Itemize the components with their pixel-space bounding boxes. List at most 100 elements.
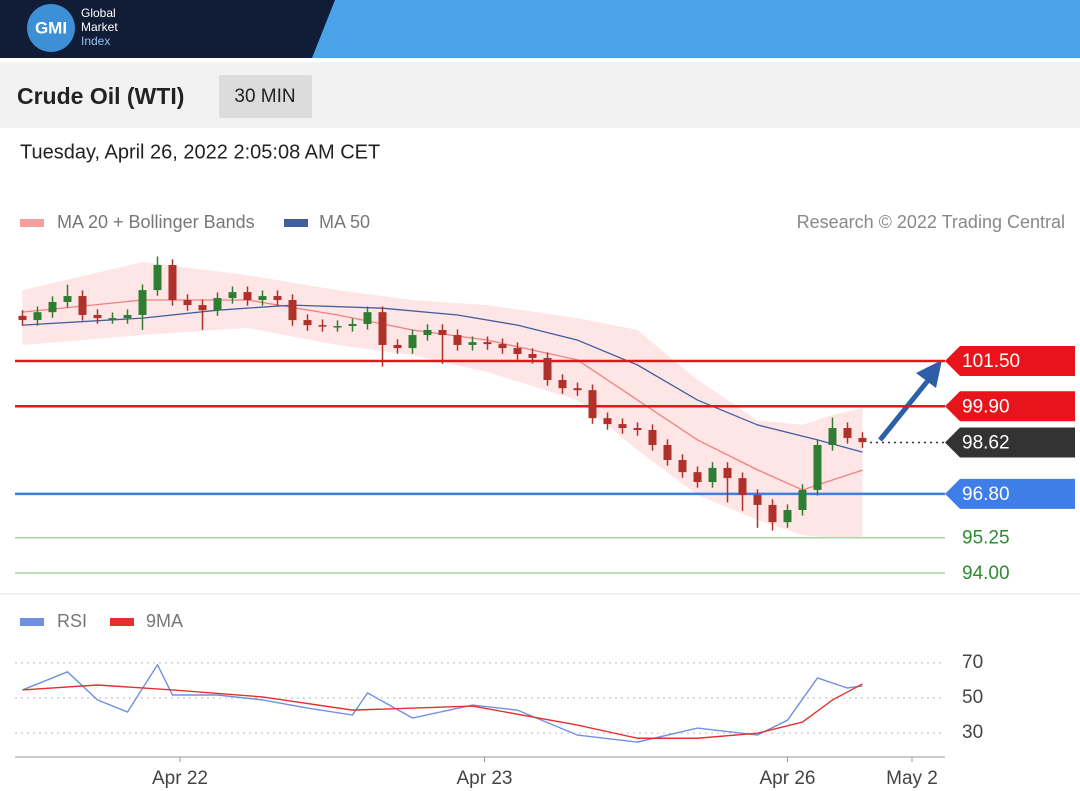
level-label: 96.80 <box>962 484 1010 505</box>
candle-body <box>618 424 627 429</box>
candle-body <box>573 388 582 391</box>
candle-body <box>378 312 387 345</box>
candle-body <box>723 467 732 479</box>
candle-body <box>393 344 402 349</box>
rsi-line <box>22 663 863 743</box>
candle-body <box>693 472 702 483</box>
candle-body <box>123 314 132 319</box>
x-tick-label: May 2 <box>886 768 938 789</box>
candle-body <box>588 390 597 419</box>
y-tick-label: 30 <box>962 722 983 743</box>
header-brand <box>0 0 335 58</box>
level-badge <box>945 346 1075 377</box>
candle-body <box>558 379 567 389</box>
candle-body <box>543 357 552 380</box>
level-badge <box>945 427 1075 458</box>
candle-body <box>663 445 672 460</box>
candle-body <box>78 296 87 315</box>
logo <box>27 4 75 52</box>
candle-body <box>423 329 432 336</box>
candle-body <box>138 290 147 315</box>
candle-body <box>438 329 447 336</box>
x-tick-label: Apr 26 <box>760 768 816 789</box>
candle-body <box>633 428 642 431</box>
candle-body <box>738 478 747 496</box>
candle-body <box>753 495 762 505</box>
credit: Research © 2022 Trading Central <box>797 212 1065 232</box>
level-label: 101.50 <box>962 351 1020 372</box>
candle-body <box>783 510 792 523</box>
candle-body <box>513 348 522 354</box>
candle-body <box>153 264 162 291</box>
candle-body <box>408 335 417 349</box>
legend-label: MA 20 + Bollinger Bands <box>57 212 255 232</box>
x-tick-label: Apr 22 <box>152 768 208 789</box>
logo-text: GMI <box>35 18 67 37</box>
candle-body <box>678 459 687 473</box>
legend-swatch <box>110 618 134 626</box>
candle-body <box>768 504 777 523</box>
candle-body <box>93 314 102 319</box>
rsi-line <box>22 683 863 739</box>
candle-body <box>858 437 867 443</box>
candle-body <box>18 315 27 321</box>
forecast-arrow <box>878 376 932 442</box>
brand-text: Index <box>81 34 110 48</box>
legend-label: MA 50 <box>319 212 370 232</box>
timestamp: Tuesday, April 26, 2022 2:05:08 AM CET <box>20 141 380 163</box>
candle-body <box>108 318 117 320</box>
x-tick-label: Apr 23 <box>457 768 513 789</box>
candle-body <box>228 292 237 299</box>
candle-body <box>528 353 537 358</box>
y-tick-label: 50 <box>962 687 983 708</box>
candle-body <box>498 344 507 349</box>
level-badge <box>945 391 1075 422</box>
candle-body <box>843 428 852 438</box>
candle-body <box>348 324 357 327</box>
title-bar <box>0 62 1080 128</box>
candle-body <box>258 296 267 301</box>
candle-body <box>183 300 192 306</box>
interval-button[interactable] <box>219 75 312 118</box>
legend-swatch <box>20 219 44 227</box>
candle-body <box>333 326 342 328</box>
legend-swatch <box>20 618 44 626</box>
candle-body <box>303 320 312 326</box>
candle-body <box>243 292 252 301</box>
candle-body <box>213 298 222 311</box>
legend-label: RSI <box>57 611 87 631</box>
candle-body <box>63 296 72 302</box>
instrument-title: Crude Oil (WTI) <box>17 83 184 109</box>
candle-body <box>273 296 282 301</box>
level-label: 95.25 <box>962 528 1010 549</box>
legend-swatch <box>284 219 308 227</box>
candle-body <box>468 342 477 345</box>
level-badge <box>945 478 1075 509</box>
candle-body <box>288 300 297 321</box>
candle-body <box>33 312 42 321</box>
candle-body <box>363 312 372 325</box>
y-tick-label: 70 <box>962 652 983 673</box>
legend-label: 9MA <box>146 611 183 631</box>
candle-body <box>813 445 822 490</box>
candle-body <box>168 264 177 301</box>
interval-label: 30 MIN <box>234 86 295 107</box>
brand-text: Market <box>81 20 118 34</box>
forecast-arrowhead <box>916 360 942 388</box>
candle-body <box>483 342 492 345</box>
candle-body <box>453 335 462 345</box>
level-label: 99.90 <box>962 396 1010 417</box>
level-label: 94.00 <box>962 563 1010 584</box>
bollinger-band <box>22 262 863 538</box>
candle-body <box>318 325 327 327</box>
candle-body <box>828 428 837 446</box>
candle-body <box>603 418 612 425</box>
brand-text: Global <box>81 6 116 20</box>
candle-body <box>798 489 807 511</box>
candle-body <box>708 467 717 483</box>
candle-body <box>648 430 657 446</box>
candle-body <box>48 301 57 313</box>
level-label: 98.62 <box>962 432 1010 453</box>
candle-body <box>198 305 207 311</box>
